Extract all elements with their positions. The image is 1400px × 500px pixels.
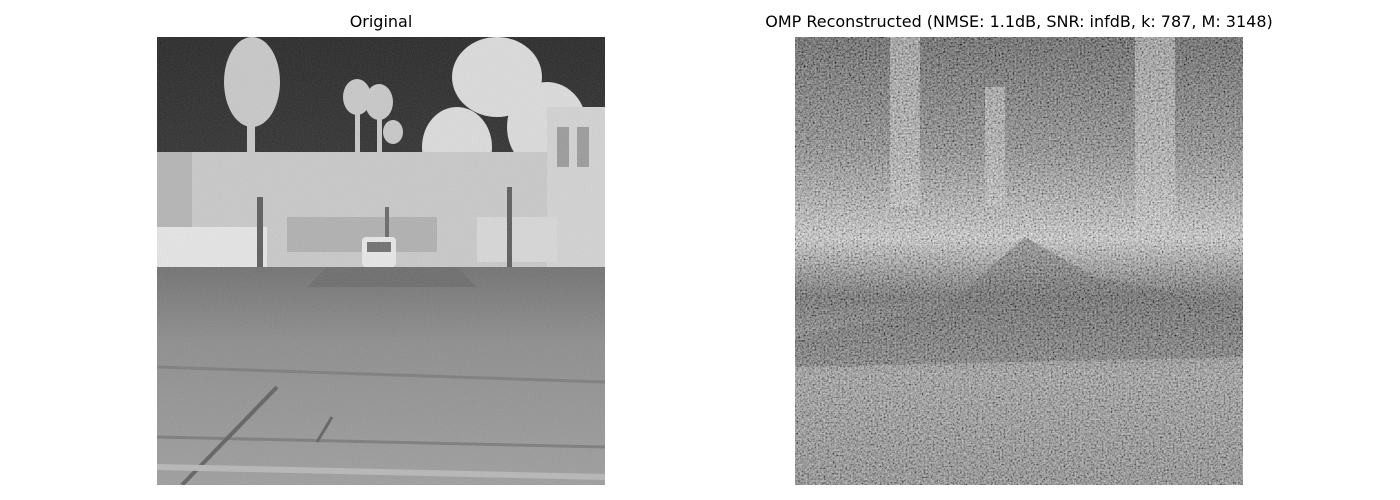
original-panel-title: Original <box>349 12 413 31</box>
reconstructed-panel-title: OMP Reconstructed (NMSE: 1.1dB, SNR: inf… <box>765 12 1273 31</box>
original-thermal-scene <box>157 37 605 485</box>
reconstructed-image <box>795 37 1243 485</box>
original-image <box>157 37 605 485</box>
reconstructed-noisy-scene <box>795 37 1243 485</box>
